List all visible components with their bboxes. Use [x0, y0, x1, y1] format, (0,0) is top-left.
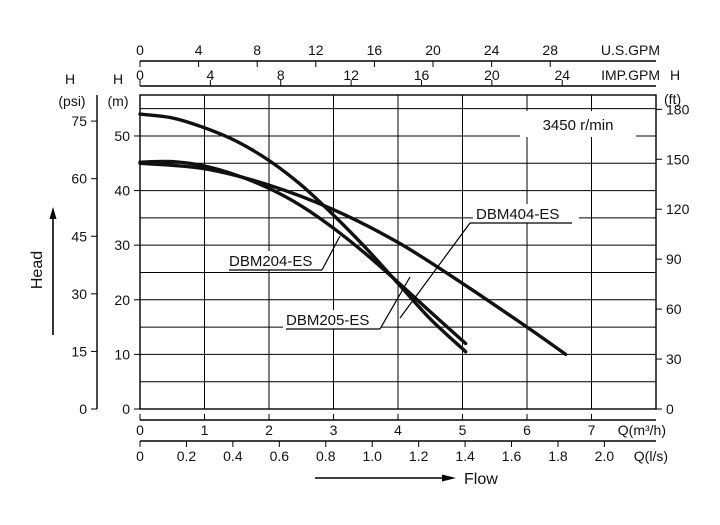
tick-label-us-gpm: 0	[136, 42, 144, 58]
tick-label-q-m3h: 1	[201, 422, 209, 438]
series-label-bg-dbm204-es	[226, 251, 323, 270]
tick-label-us-gpm: 12	[308, 42, 324, 58]
axis-label-imp-gpm: IMP.GPM	[601, 67, 660, 83]
tick-label-h-ft: 0	[666, 401, 674, 417]
tick-label-h-m: 30	[114, 237, 130, 253]
tick-label-q-m3h: 2	[265, 422, 273, 438]
series-label-bg-dbm404-es	[473, 204, 579, 223]
tick-label-h-ft: 30	[666, 351, 682, 367]
tick-label-h-m: 10	[114, 346, 130, 362]
tick-label-q-ls: 1.2	[409, 448, 429, 464]
tick-label-q-m3h: 6	[523, 422, 531, 438]
tick-label-q-m3h: 3	[330, 422, 338, 438]
tick-label-imp-gpm: 24	[554, 67, 570, 83]
series-leader-dbm404-es	[399, 222, 471, 319]
tick-label-imp-gpm: 0	[136, 67, 144, 83]
axis-labels: 3450 r/min Head Flow DBM204-ES DBM205-ES DBM4…	[29, 117, 613, 488]
series-label-bg-dbm205-es	[283, 310, 381, 329]
series-label-dbm204-es: DBM204-ES	[229, 253, 312, 270]
y-axis-arrow-head	[49, 207, 57, 219]
tick-label-h-psi: 75	[71, 113, 87, 129]
tick-label-us-gpm: 20	[425, 42, 441, 58]
tick-label-imp-gpm: 20	[484, 67, 500, 83]
tick-label-h-m: 20	[114, 292, 130, 308]
performance-curves	[138, 112, 568, 357]
series-label-dbm205-es: DBM205-ES	[286, 312, 369, 329]
tick-label-imp-gpm: 4	[206, 67, 214, 83]
tick-label-q-ls: 0.6	[270, 448, 290, 464]
tick-label-h-m: 50	[114, 128, 130, 144]
tick-label-q-ls: 1.0	[362, 448, 382, 464]
tick-label-q-m3h: 0	[136, 422, 144, 438]
axis-label-h-psi-letter: H	[65, 71, 75, 87]
tick-label-h-ft: 90	[666, 251, 682, 267]
curve-dbm404-es	[138, 161, 568, 357]
tick-label-imp-gpm: 8	[277, 67, 285, 83]
axis-label-h-m-letter: H	[113, 71, 123, 87]
speed-label: 3450 r/min	[543, 117, 614, 134]
tick-label-us-gpm: 4	[195, 42, 203, 58]
x-axis-arrow-head	[442, 474, 456, 482]
axis-label-h-psi-unit: (psi)	[58, 93, 85, 109]
tick-label-h-ft: 150	[666, 151, 690, 167]
tick-label-q-ls: 1.8	[548, 448, 568, 464]
plot-frame	[139, 94, 657, 410]
series-leader-dbm205-es	[379, 276, 411, 330]
curve-dbm204-es	[138, 112, 468, 354]
tick-label-q-ls: 0	[136, 448, 144, 464]
tick-label-imp-gpm: 12	[343, 67, 359, 83]
tick-label-h-ft: 60	[666, 301, 682, 317]
curve-dbm205-es	[138, 159, 468, 346]
axis-label-h-ft-unit: (ft)	[664, 91, 681, 107]
tick-label-q-ls: 0.8	[316, 448, 336, 464]
tick-label-q-m3h: 4	[394, 422, 402, 438]
tick-labels: 0 1 2 3 4 5 6 7 Q(m³/h)0 0.2 0.4 0.6 0.8 1.0 1.2 1.4 1.6…	[58, 42, 689, 464]
axis-label-q-ls: Q(l/s)	[634, 448, 668, 464]
axis-label-h-ft-letter: H	[670, 67, 680, 83]
speed-label-bg	[520, 111, 636, 137]
axis-label-us-gpm: U.S.GPM	[601, 42, 660, 58]
tick-label-us-gpm: 28	[542, 42, 558, 58]
tick-label-us-gpm: 8	[253, 42, 261, 58]
tick-label-h-m: 40	[114, 183, 130, 199]
axis-label-q-m3h: Q(m³/h)	[618, 422, 666, 438]
y-axis-title: Head	[29, 251, 46, 289]
axis-label-h-m-unit: (m)	[108, 93, 129, 109]
tick-label-h-psi: 15	[71, 343, 87, 359]
tick-label-q-ls: 1.4	[455, 448, 475, 464]
tick-label-imp-gpm: 16	[414, 67, 430, 83]
series-label-dbm404-es: DBM404-ES	[476, 206, 559, 223]
tick-label-q-ls: 2.0	[595, 448, 615, 464]
tick-label-q-ls: 1.6	[502, 448, 522, 464]
tick-label-h-ft: 180	[666, 101, 690, 117]
tick-label-q-ls: 0.4	[223, 448, 243, 464]
tick-label-h-psi: 30	[71, 286, 87, 302]
tick-label-h-psi: 0	[79, 401, 87, 417]
tick-label-q-m3h: 5	[459, 422, 467, 438]
tick-label-q-ls: 0.2	[177, 448, 197, 464]
tick-label-h-psi: 45	[71, 228, 87, 244]
tick-label-h-psi: 60	[71, 171, 87, 187]
series-leader-dbm204-es	[321, 235, 341, 271]
tick-label-q-m3h: 7	[588, 422, 596, 438]
tick-label-us-gpm: 16	[367, 42, 383, 58]
tick-label-us-gpm: 24	[484, 42, 500, 58]
x-axis-title: Flow	[464, 471, 498, 488]
tick-label-h-ft: 120	[666, 201, 690, 217]
tick-label-h-m: 0	[122, 401, 130, 417]
grid	[140, 95, 656, 409]
axes	[91, 60, 662, 447]
